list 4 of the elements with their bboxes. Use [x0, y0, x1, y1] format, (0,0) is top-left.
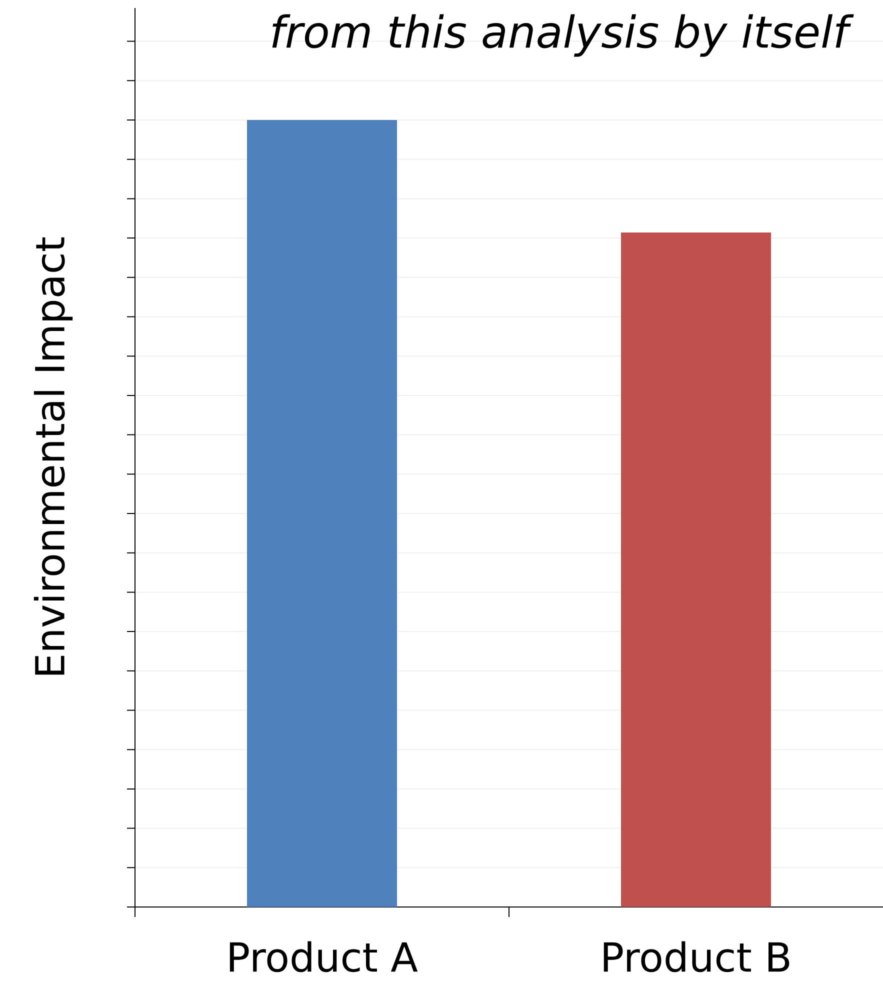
x-tick-label: Product A — [230, 941, 418, 972]
x-tick-label: Product B — [604, 941, 790, 972]
text: from this analysis by itself — [272, 14, 854, 57]
y-axis-title: Environmental Impact — [34, 237, 73, 675]
